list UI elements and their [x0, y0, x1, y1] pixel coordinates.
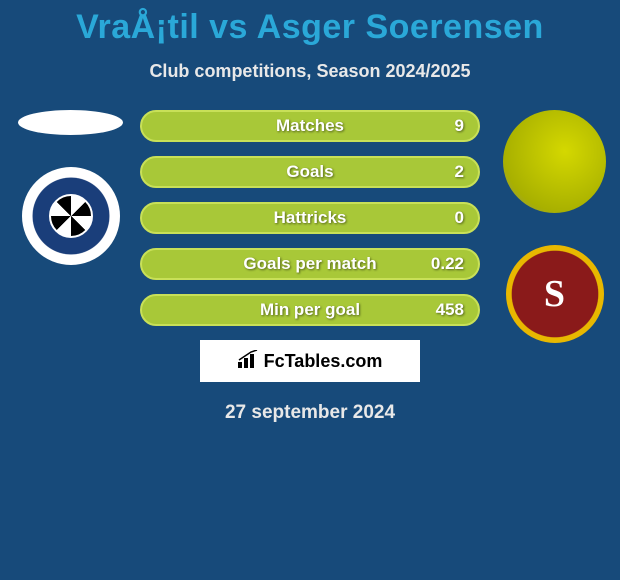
player-right-avatar — [503, 110, 606, 213]
player-left-column — [8, 110, 133, 265]
stat-row: Matches 9 — [140, 110, 480, 142]
stat-row: Hattricks 0 — [140, 202, 480, 234]
club-right-logo — [506, 245, 604, 343]
stat-value-right: 458 — [436, 300, 464, 320]
stat-row: Goals per match 0.22 — [140, 248, 480, 280]
stat-label: Min per goal — [260, 300, 360, 320]
stat-value-right: 0 — [455, 208, 464, 228]
stat-label: Goals — [286, 162, 333, 182]
stat-label: Matches — [276, 116, 344, 136]
attribution-text: FcTables.com — [264, 351, 383, 372]
attribution-badge: FcTables.com — [200, 340, 420, 382]
stat-row: Goals 2 — [140, 156, 480, 188]
page-title: VraÅ¡til vs Asger Soerensen — [0, 0, 620, 47]
club-left-logo — [22, 167, 120, 265]
player-right-column — [497, 110, 612, 343]
stat-label: Hattricks — [274, 208, 347, 228]
chart-icon — [238, 350, 260, 373]
stat-bars: Matches 9 Goals 2 Hattricks 0 Goals per match 0… — [140, 110, 480, 326]
compare-area: Matches 9 Goals 2 Hattricks 0 Goals per match 0… — [0, 110, 620, 326]
stat-value-right: 0.22 — [431, 254, 464, 274]
subtitle: Club competitions, Season 2024/2025 — [0, 61, 620, 82]
stat-row: Min per goal 458 — [140, 294, 480, 326]
date-line: 27 september 2024 — [0, 402, 620, 424]
stat-value-right: 2 — [455, 162, 464, 182]
comparison-card: VraÅ¡til vs Asger Soerensen Club competi… — [0, 0, 620, 580]
stat-label: Goals per match — [243, 254, 376, 274]
player-left-avatar — [18, 110, 123, 135]
stat-value-right: 9 — [455, 116, 464, 136]
